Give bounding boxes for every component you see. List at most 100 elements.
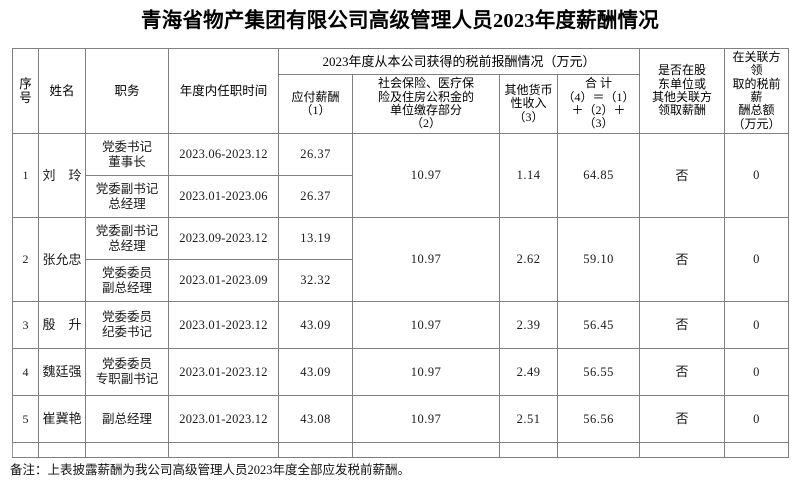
cell-total: 56.45	[556, 301, 641, 349]
header-tenure: 年度内任职时间	[168, 48, 279, 134]
blank-cell	[85, 442, 169, 458]
header-from-shareholder-line1: 是否在股	[658, 63, 707, 78]
header-name: 姓名	[38, 48, 86, 134]
cell-insurance: 10.97	[352, 133, 500, 218]
cell-payable: 32.32	[278, 259, 353, 302]
cell-payable: 43.08	[278, 395, 353, 443]
salary-table: 序号 姓名 职务 年度内任职时间 2023年度从本公司获得的税前报酬情况（万元）…	[12, 48, 790, 458]
header-related-party-total: 在关联方领 取的税前薪 酬总额 （万元）	[724, 48, 790, 134]
cell-related-party-total: 0	[724, 395, 790, 443]
cell-payable: 26.37	[278, 133, 353, 176]
cell-other-income: 2.51	[499, 395, 558, 443]
header-from-shareholder: 是否在股 东单位或 其他关联方 领取薪酬	[639, 48, 726, 134]
cell-post: 党委书记 董事长	[85, 133, 169, 176]
cell-other-income: 2.62	[499, 217, 558, 302]
cell-seq: 2	[12, 217, 39, 302]
cell-post: 党委委员 专职副书记	[85, 348, 169, 396]
cell-from-shareholder: 否	[639, 348, 726, 396]
cell-payable: 43.09	[278, 301, 353, 349]
cell-related-party-total: 0	[724, 301, 790, 349]
cell-total: 64.85	[556, 133, 641, 218]
cell-total: 56.56	[556, 395, 641, 443]
header-insurance-line1: 社会保险、医疗保	[377, 76, 474, 91]
cell-seq: 4	[12, 348, 39, 396]
header-total-line2: （4）＝（1）	[562, 89, 635, 104]
header-total-line4: （3）	[583, 116, 614, 131]
header-payable-line1: 应付薪酬	[291, 89, 340, 104]
cell-total: 56.55	[556, 348, 641, 396]
header-from-shareholder-line3: 其他关联方	[652, 90, 713, 104]
blank-cell	[168, 442, 279, 458]
cell-name: 刘 玲	[38, 133, 86, 218]
cell-payable: 43.09	[278, 348, 353, 396]
blank-cell	[499, 442, 558, 458]
cell-name: 张允忠	[38, 217, 86, 302]
cell-tenure: 2023.06-2023.12	[168, 133, 279, 176]
table-blank-row	[12, 442, 790, 458]
table-row-sub: 党委副书记 总经理 2023.01-2023.06 26.37	[13, 175, 789, 218]
header-total-line1: 合 计	[585, 76, 613, 91]
cell-post: 党委委员 副总经理	[85, 259, 169, 302]
cell-seq: 1	[12, 133, 39, 218]
table-header-row-1: 序号 姓名 职务 年度内任职时间 2023年度从本公司获得的税前报酬情况（万元）…	[12, 48, 790, 134]
cell-tenure: 2023.01-2023.09	[168, 259, 279, 302]
cell-insurance: 10.97	[352, 217, 500, 302]
cell-total: 59.10	[556, 217, 641, 302]
cell-post: 副总经理	[85, 395, 169, 443]
header-other-income: 其他货币 性收入 （3）	[499, 74, 558, 134]
cell-payable: 13.19	[278, 217, 353, 260]
cell-tenure: 2023.01-2023.12	[168, 395, 279, 443]
header-related-party-line2: 取的税前薪	[732, 76, 781, 104]
header-payable: 应付薪酬 （1）	[278, 74, 353, 134]
cell-tenure: 2023.01-2023.12	[168, 301, 279, 349]
table-header-row-2: 应付薪酬 （1） 社会保险、医疗保 险及住房公积金的 单位缴存部分 （2） 其他…	[13, 74, 789, 134]
cell-insurance: 10.97	[352, 395, 500, 443]
header-seq-line1: 序号	[19, 77, 32, 105]
page-title: 青海省物产集团有限公司高级管理人员2023年度薪酬情况	[141, 10, 659, 32]
footer-note: 备注：上表披露薪酬为我公司高级管理人员2023年度全部应发税前薪酬。	[10, 463, 411, 477]
table-row: 5 崔冀艳 副总经理 2023.01-2023.12 43.08 10.97 2…	[12, 395, 790, 443]
table-row: 3 殷 升 党委委员 纪委书记 2023.01-2023.12 43.09 10…	[12, 301, 790, 349]
cell-insurance: 10.97	[352, 301, 500, 349]
cell-tenure: 2023.01-2023.12	[168, 348, 279, 396]
blank-cell	[556, 442, 641, 458]
blank-cell	[724, 442, 790, 458]
cell-post: 党委委员 纪委书记	[85, 301, 169, 349]
header-post: 职务	[85, 48, 169, 134]
table-row: 2 张允忠 党委副书记 总经理 2023.09-2023.12 13.19 10…	[12, 217, 790, 302]
header-related-party-line1: 在关联方领	[732, 49, 781, 78]
cell-seq: 3	[12, 301, 39, 349]
header-other-income-line2: 性收入	[510, 96, 547, 111]
header-payable-line2: （1）	[300, 103, 331, 117]
cell-related-party-total: 0	[724, 217, 790, 302]
table-row: 4 魏廷强 党委委员 专职副书记 2023.01-2023.12 43.09 1…	[12, 348, 790, 396]
cell-related-party-total: 0	[724, 348, 790, 396]
blank-cell	[12, 442, 39, 458]
salary-table-container: 序号 姓名 职务 年度内任职时间 2023年度从本公司获得的税前报酬情况（万元）…	[12, 48, 790, 458]
header-other-income-line1: 其他货币	[504, 82, 553, 97]
cell-from-shareholder: 否	[639, 217, 726, 302]
blank-cell	[352, 442, 500, 458]
cell-tenure: 2023.01-2023.06	[168, 175, 279, 218]
header-related-party-line3: 酬总额	[738, 103, 775, 118]
table-row: 1 刘 玲 党委书记 董事长 2023.06-2023.12 26.37 10.…	[12, 133, 790, 218]
header-insurance-line3: 单位缴存部分	[389, 103, 462, 117]
header-related-party-line4: （万元）	[732, 116, 781, 131]
header-group-pretax: 2023年度从本公司获得的税前报酬情况（万元）	[277, 48, 641, 75]
cell-tenure: 2023.09-2023.12	[168, 217, 279, 260]
cell-from-shareholder: 否	[639, 301, 726, 349]
cell-other-income: 2.49	[499, 348, 558, 396]
cell-post: 党委副书记 总经理	[85, 217, 169, 260]
blank-cell	[639, 442, 726, 458]
blank-cell	[278, 442, 353, 458]
table-row-sub: 党委委员 副总经理 2023.01-2023.09 32.32	[13, 259, 789, 302]
cell-from-shareholder: 否	[639, 395, 726, 443]
header-other-income-line3: （3）	[513, 109, 544, 124]
cell-from-shareholder: 否	[639, 133, 726, 218]
cell-related-party-total: 0	[724, 133, 790, 218]
cell-other-income: 1.14	[499, 133, 558, 218]
cell-name: 崔冀艳	[38, 395, 86, 443]
cell-post: 党委副书记 总经理	[85, 175, 169, 218]
cell-seq: 5	[12, 395, 39, 443]
header-insurance-line2: 险及住房公积金的	[377, 89, 474, 104]
